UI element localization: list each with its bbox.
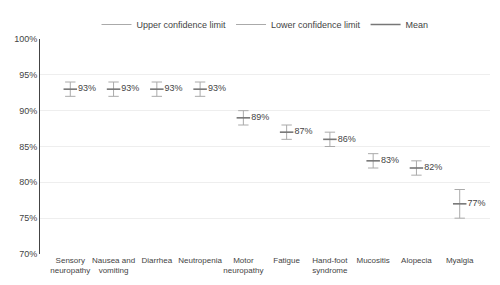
svg-text:82%: 82% <box>424 162 442 172</box>
svg-text:Fatigue: Fatigue <box>273 256 300 265</box>
svg-text:95%: 95% <box>19 70 37 80</box>
svg-text:93%: 93% <box>165 83 183 93</box>
svg-text:Upper confidence limit: Upper confidence limit <box>137 20 227 30</box>
svg-text:75%: 75% <box>19 213 37 223</box>
svg-text:80%: 80% <box>19 177 37 187</box>
svg-text:Hand-footsyndrome: Hand-footsyndrome <box>312 256 348 275</box>
svg-text:Alopecia: Alopecia <box>401 256 432 265</box>
svg-text:Sensoryneuropathy: Sensoryneuropathy <box>50 256 90 275</box>
svg-text:Myalgia: Myalgia <box>446 256 474 265</box>
svg-text:Lower confidence limit: Lower confidence limit <box>271 20 361 30</box>
svg-text:70%: 70% <box>19 249 37 259</box>
svg-text:100%: 100% <box>14 34 37 44</box>
svg-text:Neutropenia: Neutropenia <box>178 256 222 265</box>
svg-text:Mucositis: Mucositis <box>356 256 389 265</box>
svg-text:Mean: Mean <box>406 20 429 30</box>
svg-text:Diarrhea: Diarrhea <box>141 256 172 265</box>
svg-text:86%: 86% <box>338 134 356 144</box>
svg-text:89%: 89% <box>251 112 269 122</box>
svg-text:83%: 83% <box>381 155 399 165</box>
svg-text:77%: 77% <box>468 198 486 208</box>
svg-text:93%: 93% <box>121 83 139 93</box>
svg-text:90%: 90% <box>19 106 37 116</box>
svg-text:85%: 85% <box>19 142 37 152</box>
svg-text:87%: 87% <box>294 126 312 136</box>
svg-text:Nausea andvomiting: Nausea andvomiting <box>92 256 135 275</box>
svg-text:Motorneuropathy: Motorneuropathy <box>223 256 263 275</box>
svg-text:93%: 93% <box>78 83 96 93</box>
svg-text:93%: 93% <box>208 83 226 93</box>
